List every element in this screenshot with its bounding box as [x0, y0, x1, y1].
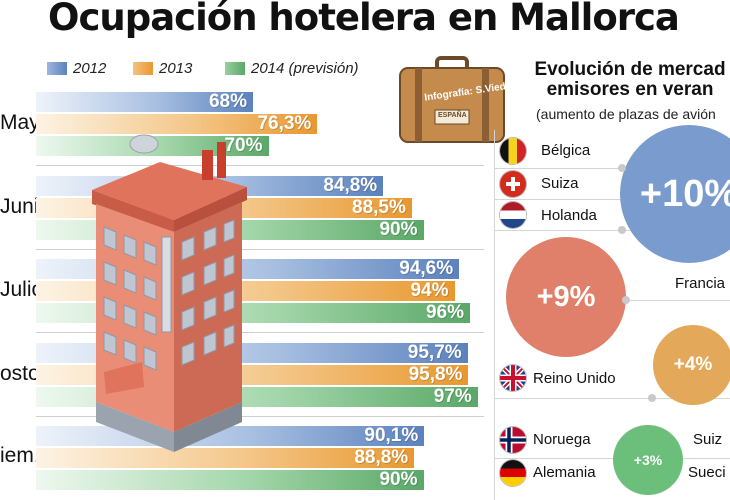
- month-label-septiembre: iem.: [0, 444, 40, 467]
- connector-dot: [618, 164, 626, 172]
- legend-item-2014: 2014 (previsión): [225, 60, 359, 77]
- bubble-label-4: +4%: [673, 354, 713, 375]
- bar-value-label: 68%: [208, 91, 247, 112]
- country-label-francia: Francia: [675, 275, 726, 292]
- bar-value-label: 76,3%: [257, 113, 312, 134]
- country-label-holanda: Holanda: [541, 207, 597, 224]
- row-separator: [36, 416, 484, 417]
- legend-swatch-2013: [133, 62, 153, 75]
- bar-value-label: 95,7%: [407, 341, 462, 363]
- germany-flag-icon: [500, 460, 526, 486]
- row-separator: [494, 230, 730, 231]
- bar-septiem-2013: 88,8%: [36, 447, 415, 468]
- bar-mayo-2012: 68%: [36, 91, 253, 112]
- bar-septiem-2014: 90%: [36, 469, 424, 490]
- legend-item-2012: 2012: [47, 60, 106, 77]
- markets-title-line2: emisores en veran: [546, 79, 714, 100]
- legend-swatch-2014: [225, 62, 245, 75]
- country-label-suiza: Suiza: [541, 175, 579, 192]
- bar-value-label: 90%: [379, 218, 418, 240]
- bar-value-label: 90%: [379, 469, 418, 490]
- uk-flag-icon: [500, 365, 526, 391]
- row-separator: [36, 165, 484, 166]
- suitcase-tag: ESPAÑA: [438, 112, 467, 119]
- bar-value-label: 96%: [425, 302, 464, 323]
- bubble-label-9: +9%: [536, 280, 596, 313]
- country-label-reino-unido: Reino Unido: [533, 370, 616, 387]
- norway-flag-icon: [500, 427, 526, 453]
- markets-title: Evolución de mercad emisores en veran: [500, 60, 730, 100]
- bubble-10: +10%: [620, 125, 730, 263]
- markets-title-line1: Evolución de mercad: [534, 59, 726, 80]
- legend-label-2013: 2013: [159, 60, 193, 77]
- bubble-label-3: +3%: [633, 452, 663, 468]
- row-separator: [36, 249, 484, 250]
- month-label-agosto: osto: [0, 362, 40, 385]
- bubble-label-10: +10%: [639, 172, 730, 215]
- bar-value-label: 90,1%: [364, 425, 419, 446]
- legend-swatch-2012: [47, 62, 67, 75]
- row-separator: [494, 398, 730, 399]
- bar-value-label: 97%: [433, 385, 472, 407]
- legend-label-2014: 2014 (previsión): [251, 60, 359, 77]
- bar-value-label: 88,5%: [352, 196, 406, 218]
- legend-item-2013: 2013: [133, 60, 192, 77]
- country-label-suiza-2: Suiz: [693, 431, 723, 448]
- connector-dot: [648, 394, 656, 402]
- suitcase-illustration: [399, 56, 505, 143]
- bar-value-label: 88,8%: [354, 447, 409, 468]
- switzerland-flag-icon: [500, 171, 526, 197]
- markets-subtitle: (aumento de plazas de avión: [536, 106, 716, 122]
- row-separator: [626, 300, 730, 301]
- netherlands-flag-icon: [500, 202, 526, 228]
- connector-dot: [622, 296, 630, 304]
- bar-value-label: 70%: [224, 135, 263, 156]
- country-label-alemania: Alemania: [533, 464, 596, 481]
- bubble-4: +4%: [653, 325, 730, 405]
- bar-value-label: 84,8%: [323, 174, 378, 196]
- row-separator: [494, 458, 730, 459]
- chart-title: Ocupación hotelera en Mallorca: [48, 0, 680, 39]
- connector-dot: [618, 226, 626, 234]
- country-label-suecia: Sueci: [688, 464, 726, 481]
- bar-mayo-2013: 76,3%: [36, 113, 318, 134]
- belgium-flag-icon: [500, 138, 526, 164]
- legend-label-2012: 2012: [73, 60, 107, 77]
- bar-value-label: 94,6%: [399, 258, 454, 279]
- row-separator: [36, 332, 484, 333]
- panel-divider: [494, 130, 495, 500]
- bar-value-label: 94%: [410, 280, 449, 301]
- row-separator: [494, 199, 624, 200]
- month-label-julio: Julio: [0, 278, 44, 301]
- bar-value-label: 95,8%: [408, 363, 463, 385]
- country-label-belgica: Bélgica: [541, 142, 591, 159]
- country-label-noruega: Noruega: [533, 431, 591, 448]
- row-separator: [494, 168, 624, 169]
- bubble-3: +3%: [613, 425, 683, 495]
- bubble-9: +9%: [506, 237, 626, 357]
- hotel-building-illustration: [92, 134, 247, 452]
